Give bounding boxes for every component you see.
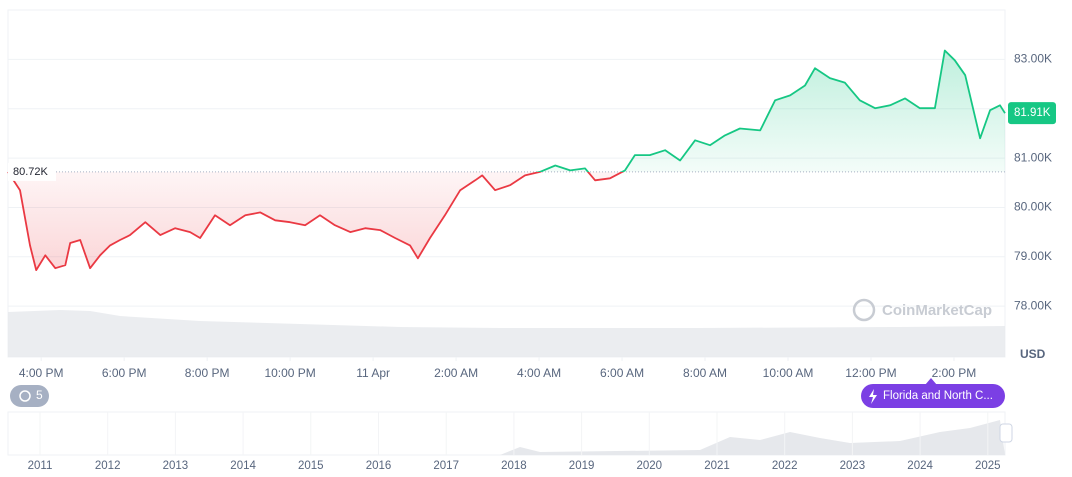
navigator-year: 2023	[840, 460, 866, 472]
navigator-year: 2020	[637, 460, 663, 472]
navigator-year: 2021	[704, 460, 730, 472]
watermark: CoinMarketCap	[852, 298, 992, 322]
x-tick-label: 6:00 AM	[600, 366, 644, 380]
navigator-year: 2025	[975, 460, 1001, 472]
watermark-text: CoinMarketCap	[882, 302, 992, 319]
y-tick-label: 80.00K	[1014, 200, 1052, 214]
x-tick-label: 2:00 AM	[434, 366, 478, 380]
baseline-label: 80.72K	[13, 166, 49, 178]
navigator-year: 2022	[772, 460, 798, 472]
x-tick-label: 10:00 AM	[763, 366, 814, 380]
navigator-year: 2012	[95, 460, 121, 472]
navigator-year: 2017	[433, 460, 459, 472]
history-badge[interactable]: 5	[10, 385, 49, 407]
current-price-badge	[1008, 102, 1056, 125]
x-tick-label: 12:00 PM	[845, 366, 896, 380]
y-tick-label: 79.00K	[1014, 249, 1052, 263]
navigator-year: 2016	[366, 460, 392, 472]
navigator-year: 2019	[569, 460, 595, 472]
navigator-year: 2011	[28, 460, 53, 472]
price-line	[7, 49, 1006, 271]
x-tick-label: 2:00 PM	[932, 366, 977, 380]
history-count: 5	[36, 388, 43, 402]
x-tick-label: 8:00 PM	[185, 366, 230, 380]
x-tick-label: 11 Apr	[356, 366, 390, 380]
navigator-year: 2015	[298, 460, 324, 472]
navigator-year: 2013	[163, 460, 189, 472]
x-tick-label: 6:00 PM	[102, 366, 147, 380]
y-tick-label: 81.00K	[1014, 150, 1052, 164]
y-tick-label: 78.00K	[1014, 298, 1052, 312]
currency-label: USD	[1020, 347, 1046, 361]
event-badge[interactable]: Florida and North C...	[861, 378, 1005, 408]
event-text: Florida and North C...	[883, 390, 993, 402]
volume-area	[8, 310, 1005, 357]
navigator-year: 2024	[907, 460, 933, 472]
navigator-year: 2014	[230, 460, 256, 472]
baseline-badge	[8, 162, 56, 181]
navigator-year: 2018	[501, 460, 527, 472]
x-tick-label: 4:00 AM	[517, 366, 561, 380]
area-fill	[8, 50, 1005, 271]
y-tick-label: 83.00K	[1014, 52, 1052, 66]
x-tick-label: 4:00 PM	[19, 366, 64, 380]
x-tick-label: 10:00 PM	[264, 366, 315, 380]
x-tick-label: 8:00 AM	[683, 366, 727, 380]
current-price-label: 81.91K	[1014, 107, 1051, 119]
navigator[interactable]	[7, 411, 1013, 456]
